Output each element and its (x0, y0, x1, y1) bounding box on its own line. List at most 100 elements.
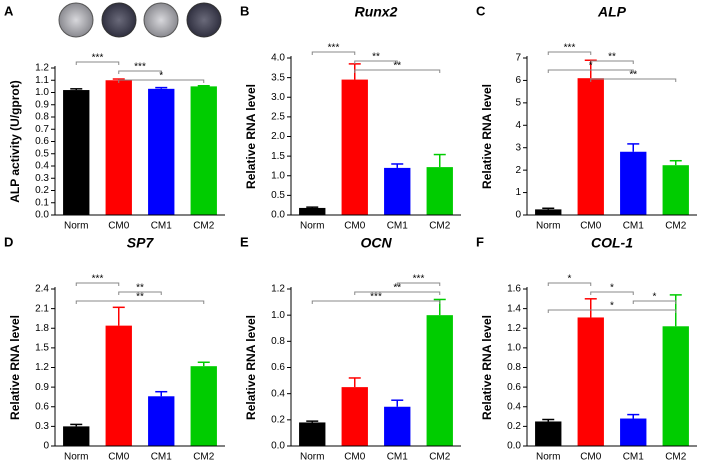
bar (63, 426, 90, 446)
y-tick-label: 0.3 (35, 421, 49, 432)
bar (535, 209, 562, 215)
y-tick-label: 0.8 (35, 112, 49, 123)
panel-letter: D (4, 234, 13, 249)
y-tick-label: 5 (515, 97, 521, 108)
y-tick-label: 2.1 (35, 303, 49, 314)
y-tick-label: 0.8 (507, 362, 521, 373)
significance-label: ** (372, 52, 380, 63)
panel-letter: C (476, 3, 486, 18)
x-tick-label: CM2 (429, 221, 451, 232)
y-tick-label: 0.0 (271, 441, 285, 452)
significance-bracket (118, 70, 162, 74)
significance-label: ** (136, 292, 144, 303)
significance-bracket (75, 282, 120, 286)
y-tick-label: 0.2 (507, 421, 521, 432)
panel-letter: F (476, 234, 484, 249)
significance-bracket (75, 300, 205, 304)
y-axis-label: Relative RNA level (8, 315, 22, 420)
significance-label: ** (393, 283, 401, 294)
significance-bracket (311, 300, 441, 304)
significance-bracket (547, 69, 634, 73)
y-tick-label: 0 (43, 441, 49, 452)
bar (577, 317, 604, 446)
significance-label: * (159, 71, 163, 82)
significance-label: * (568, 274, 572, 285)
well-images (58, 2, 222, 38)
significance-bracket (354, 69, 441, 73)
y-tick-label: 1.5 (35, 343, 49, 354)
y-axis-label: Relative RNA level (244, 84, 258, 189)
bar (426, 167, 453, 215)
y-tick-label: 0.5 (271, 190, 285, 201)
x-tick-label: Norm (64, 452, 88, 462)
x-tick-label: CM1 (151, 221, 173, 232)
y-tick-label: 1.6 (507, 284, 521, 295)
y-tick-label: 4 (515, 120, 521, 131)
x-tick-label: CM2 (193, 452, 215, 462)
y-tick-label: 1.0 (507, 343, 521, 354)
well-image (143, 2, 179, 38)
y-tick-label: 1.2 (271, 284, 285, 295)
chart-title: ALP (597, 4, 627, 20)
x-tick-label: CM2 (429, 452, 451, 462)
significance-bracket (311, 51, 356, 55)
x-tick-label: Norm (300, 452, 324, 462)
bar (662, 165, 689, 215)
bar (341, 79, 368, 216)
y-tick-label: 0.9 (35, 382, 49, 393)
x-tick-label: CM1 (387, 221, 409, 232)
significance-bracket (354, 60, 398, 64)
y-tick-label: 0.0 (507, 441, 521, 452)
x-tick-label: Norm (536, 452, 560, 462)
bar (148, 396, 175, 446)
chart-title: OCN (360, 235, 392, 251)
significance-label: * (610, 283, 614, 294)
chart-title: COL-1 (591, 235, 633, 251)
chart-title: SP7 (127, 235, 155, 251)
bar (384, 406, 411, 446)
x-tick-label: Norm (300, 221, 324, 232)
x-tick-label: CM2 (193, 221, 215, 232)
significance-label: *** (328, 43, 340, 54)
y-tick-label: 1.0 (35, 87, 49, 98)
x-tick-label: CM2 (665, 452, 687, 462)
well-image (186, 2, 222, 38)
bar (190, 366, 217, 446)
bar (426, 315, 453, 446)
y-tick-label: 0.4 (271, 388, 285, 399)
y-tick-label: 0.0 (35, 210, 49, 221)
y-tick-label: 0.5 (35, 148, 49, 159)
x-tick-label: CM0 (344, 452, 366, 462)
significance-label: * (610, 301, 614, 312)
y-tick-label: 1.2 (35, 63, 49, 74)
significance-bracket (118, 79, 205, 83)
chart-title: Runx2 (355, 4, 398, 20)
significance-label: ** (136, 283, 144, 294)
x-tick-label: CM0 (344, 221, 366, 232)
panel-letter: B (240, 3, 249, 18)
significance-bracket (590, 60, 634, 64)
y-tick-label: 1.1 (35, 75, 49, 86)
y-tick-label: 0.1 (35, 197, 49, 208)
significance-bracket (118, 291, 162, 295)
y-tick-label: 1.0 (271, 310, 285, 321)
significance-label: ** (608, 52, 616, 63)
significance-bracket (547, 51, 592, 55)
significance-label: ** (629, 70, 637, 81)
y-tick-label: 3 (515, 142, 521, 153)
y-tick-label: 1.5 (271, 151, 285, 162)
x-tick-label: CM0 (580, 221, 602, 232)
y-tick-label: 0.6 (507, 382, 521, 393)
bar (384, 167, 411, 215)
significance-label: *** (413, 274, 425, 285)
y-tick-label: 6 (515, 75, 521, 86)
x-tick-label: CM2 (665, 221, 687, 232)
y-tick-label: 4.0 (271, 53, 285, 64)
y-tick-label: 1.2 (507, 323, 521, 334)
y-tick-label: 0 (515, 210, 521, 221)
y-tick-label: 2.4 (35, 284, 49, 295)
bar (299, 422, 326, 446)
x-tick-label: CM0 (108, 221, 130, 232)
y-tick-label: 0.4 (35, 161, 49, 172)
x-tick-label: CM1 (151, 452, 173, 462)
